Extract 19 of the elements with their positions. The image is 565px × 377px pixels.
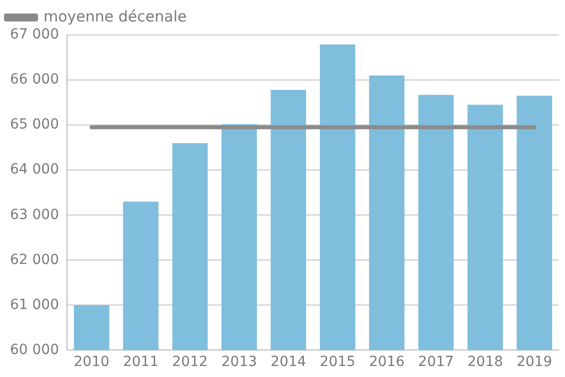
x-tick-label: 2019 (516, 354, 552, 370)
x-tick-label: 2013 (221, 354, 258, 370)
y-tick-label: 64 000 (10, 162, 59, 178)
x-tick-label: 2010 (74, 354, 110, 370)
y-tick-label: 67 000 (10, 26, 59, 43)
x-tick-label: 2016 (368, 354, 405, 370)
y-tick-label: 65 000 (10, 116, 59, 133)
x-tick-label: 2011 (122, 354, 159, 370)
x-tick-label: 2017 (418, 354, 454, 370)
x-tick-label: 2015 (320, 354, 356, 370)
legend-label: moyenne décenale (44, 7, 187, 26)
x-tick-label: 2012 (172, 354, 208, 370)
y-tick-label: 60 000 (10, 342, 59, 358)
y-tick-label: 62 000 (10, 252, 59, 268)
y-tick-label: 66 000 (10, 72, 59, 88)
x-tick-label: 2018 (467, 354, 504, 370)
x-tick-label: 2014 (270, 354, 306, 370)
y-tick-label: 63 000 (10, 206, 59, 223)
y-tick-label: 61 000 (10, 296, 59, 313)
